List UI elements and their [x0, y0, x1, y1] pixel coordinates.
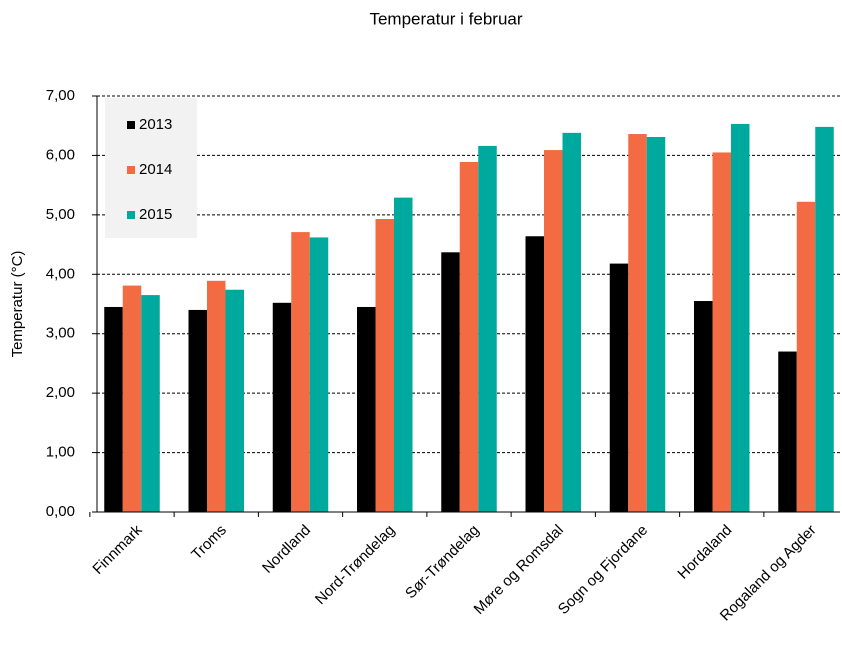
x-tick-label: Møre og Romsdal	[471, 522, 567, 618]
bar	[104, 306, 123, 512]
x-tick-label: Finnmark	[89, 521, 146, 578]
y-tick-label: 3,00	[46, 325, 75, 342]
bar	[459, 161, 479, 513]
bar	[562, 132, 581, 513]
x-tick-label: Nord-Trøndelag	[312, 522, 398, 608]
legend-marker	[127, 166, 135, 174]
bar	[796, 201, 816, 513]
y-tick-label: 0,00	[46, 503, 75, 520]
x-tick-label: Nordland	[259, 522, 314, 577]
bar	[441, 252, 460, 512]
x-tick-label: Sogn og Fjordane	[555, 522, 651, 618]
bar	[357, 306, 376, 512]
bar	[141, 295, 160, 512]
legend-box	[105, 98, 197, 238]
x-tick-label: Rogaland og Agder	[717, 522, 820, 625]
bar	[375, 219, 394, 512]
bar	[478, 145, 497, 513]
y-axis-label: Temperatur (°C)	[9, 251, 26, 358]
bar	[272, 302, 292, 512]
y-tick-label: 7,00	[46, 87, 75, 104]
legend-label: 2015	[139, 206, 172, 223]
bar	[122, 285, 142, 512]
bar	[628, 134, 647, 512]
bar	[394, 197, 413, 512]
bar	[225, 289, 244, 512]
y-tick-label: 6,00	[46, 146, 75, 163]
x-tick-label: Hordaland	[674, 522, 735, 583]
y-tick-label: 1,00	[46, 444, 75, 461]
chart-title: Temperatur i februar	[369, 9, 522, 28]
bar	[815, 126, 834, 512]
bar	[188, 309, 207, 512]
bar	[525, 236, 544, 512]
bar	[712, 152, 731, 512]
bar	[694, 301, 713, 512]
legend-marker	[127, 211, 135, 219]
bar	[207, 280, 226, 512]
bar	[609, 263, 629, 512]
bar	[731, 123, 750, 512]
y-tick-label: 4,00	[46, 265, 75, 282]
bar	[778, 351, 797, 512]
bar	[309, 237, 329, 512]
legend-label: 2014	[139, 161, 172, 178]
x-tick-label: Troms	[188, 522, 230, 564]
legend-marker	[127, 121, 135, 129]
bar	[646, 137, 666, 512]
y-tick-label: 2,00	[46, 384, 75, 401]
bar	[291, 232, 310, 512]
x-tick-label: Sør-Trøndelag	[402, 522, 483, 603]
legend-label: 2013	[139, 116, 172, 133]
y-tick-label: 5,00	[46, 206, 75, 223]
bar	[544, 150, 563, 512]
